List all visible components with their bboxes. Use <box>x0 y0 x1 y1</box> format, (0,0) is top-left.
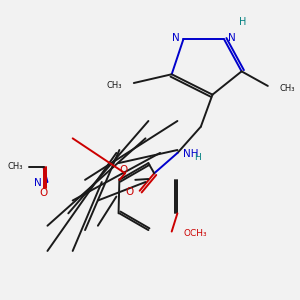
Text: O: O <box>39 188 48 198</box>
Text: CH₃: CH₃ <box>8 161 23 170</box>
Text: O: O <box>125 187 133 197</box>
Text: CH₃: CH₃ <box>280 84 295 93</box>
Text: OCH₃: OCH₃ <box>183 229 207 238</box>
Text: N: N <box>172 33 180 43</box>
Text: NH: NH <box>183 149 198 159</box>
Text: H: H <box>194 153 201 162</box>
Text: H: H <box>239 17 247 27</box>
Text: CH₃: CH₃ <box>107 81 122 90</box>
Text: N: N <box>227 33 235 43</box>
Text: O: O <box>119 165 128 175</box>
Text: N: N <box>34 178 42 188</box>
